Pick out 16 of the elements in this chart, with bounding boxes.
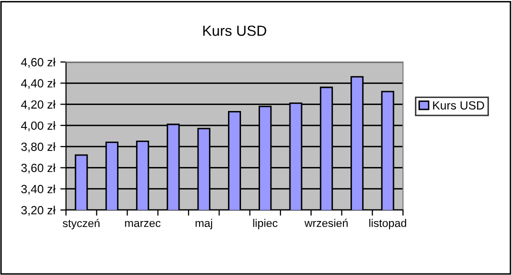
- x-tick-label: marzec: [125, 220, 161, 228]
- x-tick-label: wrzesień: [304, 218, 348, 228]
- y-tick-label: 3,60 zł: [21, 163, 56, 174]
- y-tick-label: 4,40 zł: [21, 78, 56, 89]
- x-tick-label: lipiec: [253, 218, 278, 230]
- x-tick-label: maj: [196, 218, 212, 230]
- y-tick-label: 4,60 zł: [21, 58, 56, 68]
- y-tick-label: 3,40 zł: [21, 184, 56, 195]
- y-tick-label: 3,20 zł: [21, 206, 56, 216]
- chart-title: Kurs USD: [203, 26, 266, 36]
- y-tick-label: 4,00 zł: [21, 121, 56, 132]
- y-tick-label: 4,20 zł: [21, 100, 56, 110]
- x-tick-label: listopad: [369, 218, 406, 230]
- legend-label: Kurs USD: [433, 101, 484, 110]
- x-tick-label: styczeń: [62, 218, 100, 230]
- y-tick-label: 3,80 zł: [21, 142, 56, 152]
